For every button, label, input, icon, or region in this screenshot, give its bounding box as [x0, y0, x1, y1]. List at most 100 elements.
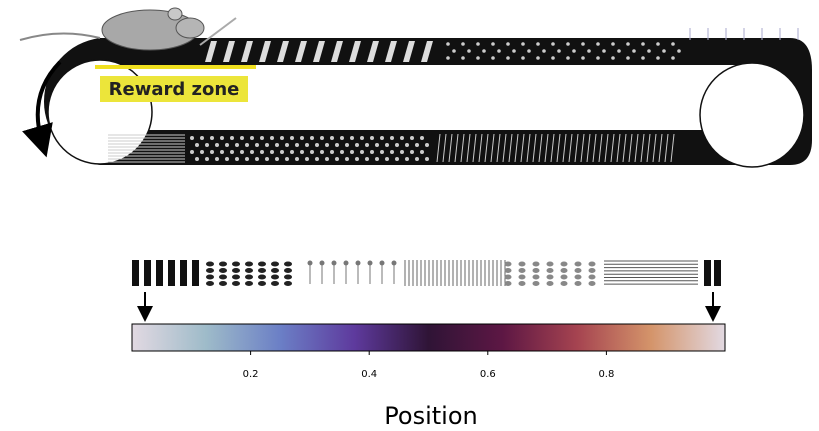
- texture: [410, 150, 414, 154]
- texture: [265, 143, 269, 147]
- texture: [532, 261, 540, 267]
- texture: [219, 268, 227, 273]
- texture: [518, 274, 526, 280]
- texture: [250, 136, 254, 140]
- texture: [395, 143, 399, 147]
- texture: [634, 133, 639, 163]
- texture: [345, 143, 349, 147]
- texture: [574, 274, 582, 280]
- texture: [596, 42, 600, 46]
- texture: [542, 49, 546, 53]
- texture: [658, 133, 663, 163]
- texture: [375, 157, 379, 161]
- texture: [271, 261, 279, 267]
- texture: [586, 133, 591, 163]
- texture: [491, 56, 495, 60]
- texture: [518, 268, 526, 273]
- texture: [277, 41, 289, 62]
- texture: [560, 261, 568, 267]
- texture: [190, 136, 194, 140]
- texture: [206, 268, 214, 273]
- texture: [546, 281, 554, 286]
- texture: [284, 268, 292, 273]
- texture: [245, 157, 249, 161]
- texture: [245, 281, 253, 286]
- tick-label: 0.2: [243, 369, 259, 380]
- texture: [284, 281, 292, 286]
- texture: [280, 136, 284, 140]
- texture: [385, 41, 397, 62]
- texture: [420, 136, 424, 140]
- texture: [284, 261, 292, 267]
- texture: [245, 274, 253, 280]
- texture: [536, 42, 540, 46]
- texture: [240, 150, 244, 154]
- texture: [331, 260, 337, 266]
- texture: [350, 150, 354, 154]
- texture: [390, 150, 394, 154]
- texture: [240, 136, 244, 140]
- texture: [647, 49, 651, 53]
- texture: [592, 133, 597, 163]
- texture: [225, 143, 229, 147]
- texture: [200, 150, 204, 154]
- texture: [461, 42, 465, 46]
- texture: [313, 41, 325, 62]
- texture: [245, 143, 249, 147]
- texture: [271, 281, 279, 286]
- texture: [521, 56, 525, 60]
- texture: [504, 261, 512, 267]
- texture: [295, 157, 299, 161]
- texture: [662, 49, 666, 53]
- texture: [504, 281, 512, 286]
- texture: [478, 133, 483, 163]
- texture: [168, 260, 175, 286]
- texture: [611, 42, 615, 46]
- texture: [641, 42, 645, 46]
- texture: [270, 150, 274, 154]
- texture: [219, 274, 227, 280]
- texture: [622, 133, 627, 163]
- texture: [258, 268, 266, 273]
- texture: [290, 136, 294, 140]
- texture: [560, 268, 568, 273]
- texture: [235, 143, 239, 147]
- texture: [400, 150, 404, 154]
- texture: [504, 268, 512, 273]
- tick-label: 0.6: [480, 369, 496, 380]
- texture: [588, 261, 596, 267]
- texture: [588, 268, 596, 273]
- texture: [241, 41, 253, 62]
- texture: [219, 281, 227, 286]
- texture: [546, 268, 554, 273]
- texture: [566, 42, 570, 46]
- tick-label: 0.4: [361, 369, 377, 380]
- texture: [677, 49, 681, 53]
- texture: [345, 157, 349, 161]
- reward-zone-label: Reward zone: [109, 79, 240, 100]
- texture: [611, 56, 615, 60]
- texture: [532, 268, 540, 273]
- texture: [467, 49, 471, 53]
- texture: [215, 143, 219, 147]
- texture: [206, 281, 214, 286]
- texture: [532, 281, 540, 286]
- texture: [476, 56, 480, 60]
- texture: [425, 157, 429, 161]
- texture: [255, 143, 259, 147]
- mouse: [19, 7, 237, 51]
- texture: [506, 56, 510, 60]
- texture: [536, 56, 540, 60]
- texture: [476, 42, 480, 46]
- texture: [425, 143, 429, 147]
- texture: [210, 150, 214, 154]
- texture: [271, 274, 279, 280]
- texture: [285, 157, 289, 161]
- texture: [265, 157, 269, 161]
- texture: [632, 49, 636, 53]
- texture: [305, 143, 309, 147]
- texture: [275, 157, 279, 161]
- colorbar-label: Position: [384, 402, 477, 430]
- texture: [205, 41, 217, 62]
